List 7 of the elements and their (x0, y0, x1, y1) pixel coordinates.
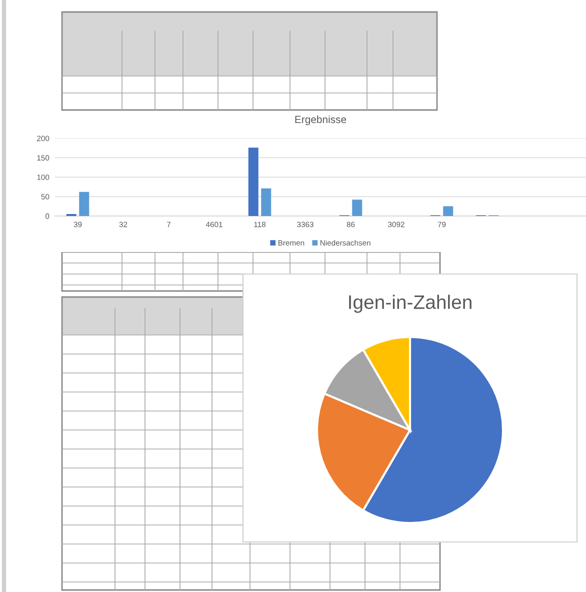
bar (261, 188, 272, 216)
chart-title: Igen-in-Zahlen (349, 294, 472, 313)
bar (443, 206, 454, 216)
bar (248, 148, 258, 216)
bar (79, 192, 90, 216)
chart-title: Ergebnisse (295, 115, 346, 126)
bar (352, 200, 362, 216)
